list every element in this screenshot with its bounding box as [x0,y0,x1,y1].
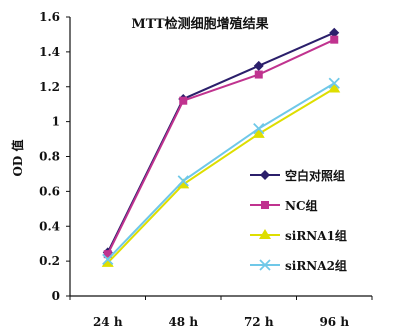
x-tick-label: 96 h [319,315,349,329]
legend-label: siRNA2组 [285,258,347,273]
series-line [107,87,335,264]
marker-stroke [102,253,114,266]
data-point [254,70,263,79]
data-point [329,27,340,38]
data-point [102,253,114,266]
legend-marker [260,170,270,180]
legend-item: 空白对照组 [250,168,345,183]
marker-stroke [177,175,189,187]
series-3 [101,82,341,267]
data-point [253,60,264,71]
data-point [252,127,265,138]
x-tick-label: 24 h [93,315,123,329]
marker-stroke [253,122,265,135]
legend-marker [261,201,269,209]
marker-stroke [259,259,271,271]
data-point [177,178,190,189]
y-tick-label: 0.4 [39,219,60,233]
y-tick-label: 0.8 [39,150,60,164]
series-1 [102,27,340,258]
legend-label: siRNA1组 [285,228,347,243]
data-point [253,122,265,135]
legend-item: NC组 [250,198,318,213]
series-lines [101,27,341,267]
y-tick-label: 0.2 [39,254,60,268]
y-tick-label: 1.2 [39,80,60,94]
data-point [330,35,339,44]
y-ticks: 0 0.2 0.4 0.6 0.8 1 1.2 1.4 1.6 [39,10,70,303]
data-point [328,77,340,89]
data-point [177,175,189,187]
chart-title: MTT检测细胞增殖结果 [131,16,268,32]
y-axis-label: OD 值 [10,139,25,176]
legend-label: 空白对照组 [285,168,345,183]
y-tick-label: 1.4 [39,45,60,59]
series-line [107,82,335,261]
series-2 [103,35,339,259]
data-point [179,96,188,105]
legend-label: NC组 [285,198,318,213]
legend-marker [259,229,271,239]
y-tick-label: 1.6 [39,10,60,24]
series-line [106,38,335,255]
x-tick-label: 72 h [244,315,274,329]
data-point [101,256,114,267]
legend-item: siRNA1组 [250,228,347,243]
legend-item: siRNA2组 [250,258,347,273]
series-line [106,31,335,253]
data-point [328,82,341,93]
series-4 [102,77,340,266]
legend: 空白对照组 NC组 siRNA1组 siRNA2组 [250,168,347,273]
x-ticks: 24 h 48 h 72 h 96 h [69,296,373,329]
y-tick-label: 0 [52,289,60,303]
x-tick-label: 48 h [168,315,198,329]
y-tick-label: 1 [52,115,60,129]
data-point [103,250,112,259]
marker-stroke [328,77,340,89]
y-tick-label: 0.6 [39,184,60,198]
legend-marker [259,259,271,271]
